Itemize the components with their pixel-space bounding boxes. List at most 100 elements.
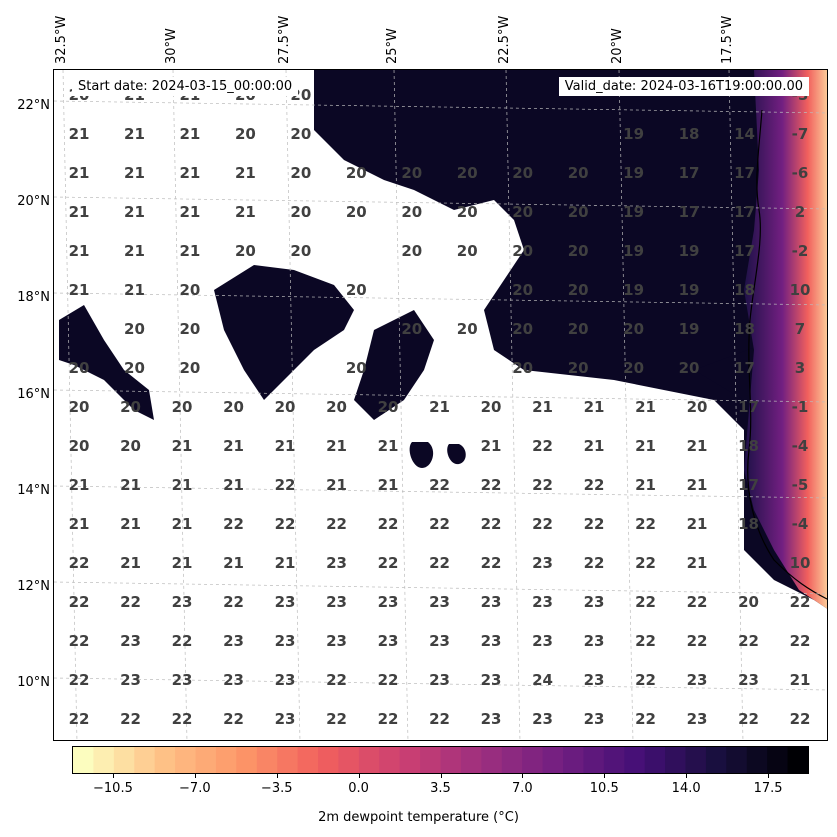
grid-value: 17 xyxy=(734,203,755,221)
grid-value: 20 xyxy=(69,437,90,455)
grid-value: 17 xyxy=(734,164,755,182)
grid-value: 14 xyxy=(734,125,755,143)
grid-value: 21 xyxy=(172,515,193,533)
grid-value: 22 xyxy=(532,515,553,533)
grid-value: 23 xyxy=(532,710,553,728)
colorbar-segment xyxy=(93,747,115,773)
grid-value: 21 xyxy=(69,281,90,299)
grid-value: 20 xyxy=(124,320,145,338)
colorbar-tick xyxy=(194,774,196,778)
grid-value: 21 xyxy=(120,515,141,533)
meridian-line xyxy=(728,70,744,740)
grid-value: 20 xyxy=(401,164,422,182)
moist-blob-far-west xyxy=(59,305,154,420)
colorbar-segment xyxy=(481,747,503,773)
grid-value: 21 xyxy=(687,437,708,455)
grid-value: 23 xyxy=(275,632,296,650)
grid-value: 10 xyxy=(790,281,811,299)
grid-value: 21 xyxy=(69,164,90,182)
grid-value: 22 xyxy=(635,632,656,650)
grid-value: 23 xyxy=(532,593,553,611)
grid-value: 23 xyxy=(172,671,193,689)
colorbar-segment xyxy=(338,747,360,773)
colorbar-tick-label: 3.5 xyxy=(430,781,451,796)
grid-value: 22 xyxy=(790,593,811,611)
colorbar-segment xyxy=(256,747,278,773)
colorbar-tick-label: −7.0 xyxy=(179,781,211,796)
grid-value: 22 xyxy=(275,515,296,533)
grid-value: 20 xyxy=(623,359,644,377)
grid-value: 20 xyxy=(179,359,200,377)
grid-value: 21 xyxy=(275,437,296,455)
grid-value: 20 xyxy=(568,164,589,182)
grid-value: 20 xyxy=(69,359,90,377)
grid-value: 18 xyxy=(738,437,759,455)
grid-value: 23 xyxy=(120,671,141,689)
grid-value: 22 xyxy=(223,710,244,728)
grid-value: 21 xyxy=(584,437,605,455)
lon-label: 32.5°W xyxy=(54,15,69,64)
grid-value: 22 xyxy=(223,593,244,611)
grid-value: 21 xyxy=(179,125,200,143)
grid-value: 22 xyxy=(69,593,90,611)
grid-value: 21 xyxy=(69,476,90,494)
colorbar-tick-label: 7.0 xyxy=(512,781,533,796)
graticule xyxy=(54,70,827,740)
grid-value: 23 xyxy=(584,632,605,650)
meridian-line xyxy=(172,70,188,740)
grid-value: -6 xyxy=(792,164,809,182)
grid-value: 22 xyxy=(275,476,296,494)
grid-value: 21 xyxy=(120,476,141,494)
grid-value: 23 xyxy=(326,632,347,650)
lon-label: 22.5°W xyxy=(497,15,512,64)
grid-value: 10 xyxy=(790,554,811,572)
grid-value: 22 xyxy=(378,554,399,572)
colorbar-segment xyxy=(522,747,544,773)
grid-value: 21 xyxy=(124,281,145,299)
grid-value: 21 xyxy=(687,515,708,533)
colorbar-segment xyxy=(175,747,197,773)
colorbar-tick xyxy=(358,774,360,778)
grid-value: 22 xyxy=(429,515,450,533)
lon-label: 25°W xyxy=(385,28,400,64)
grid-value: -2 xyxy=(792,242,809,260)
grid-value: 22 xyxy=(635,671,656,689)
grid-value: 21 xyxy=(172,437,193,455)
grid-value: 23 xyxy=(223,671,244,689)
colorbar-segment xyxy=(787,747,809,773)
grid-value: 20 xyxy=(401,242,422,260)
grid-value: 18 xyxy=(734,320,755,338)
grid-value: 23 xyxy=(687,710,708,728)
grid-value: 23 xyxy=(429,632,450,650)
grid-value: 20 xyxy=(457,203,478,221)
grid-value: 23 xyxy=(532,632,553,650)
colorbar-tick-label: 0.0 xyxy=(348,781,369,796)
colorbar-segment xyxy=(399,747,421,773)
moist-blob-west xyxy=(214,265,354,400)
grid-value: 23 xyxy=(120,632,141,650)
grid-value: 21 xyxy=(635,437,656,455)
colorbar-segment xyxy=(154,747,176,773)
grid-value: 20 xyxy=(179,281,200,299)
grid-value: 21 xyxy=(687,476,708,494)
grid-value: 20 xyxy=(512,359,533,377)
lon-label: 17.5°W xyxy=(720,15,735,64)
grid-value: 21 xyxy=(179,242,200,260)
lat-label: 12°N xyxy=(17,579,50,594)
grid-value: 20 xyxy=(124,359,145,377)
grid-value: 21 xyxy=(235,164,256,182)
grid-value: 22 xyxy=(172,710,193,728)
grid-value: 20 xyxy=(512,281,533,299)
grid-value: 19 xyxy=(623,242,644,260)
dewpoint-map: 20 21 21 20 20 -5 21 21 21 20 20 19 18 14 -7 21 21 21 21 20… xyxy=(54,70,827,740)
grid-value: 22 xyxy=(687,593,708,611)
colorbar-tick-label: 10.5 xyxy=(589,781,619,796)
grid-value: 19 xyxy=(623,281,644,299)
grid-value: 20 xyxy=(346,281,367,299)
lat-label: 18°N xyxy=(17,290,50,305)
grid-value: 23 xyxy=(378,632,399,650)
grid-value: 21 xyxy=(687,554,708,572)
grid-value: 23 xyxy=(481,593,502,611)
grid-value: 19 xyxy=(679,242,700,260)
grid-value: 21 xyxy=(120,554,141,572)
